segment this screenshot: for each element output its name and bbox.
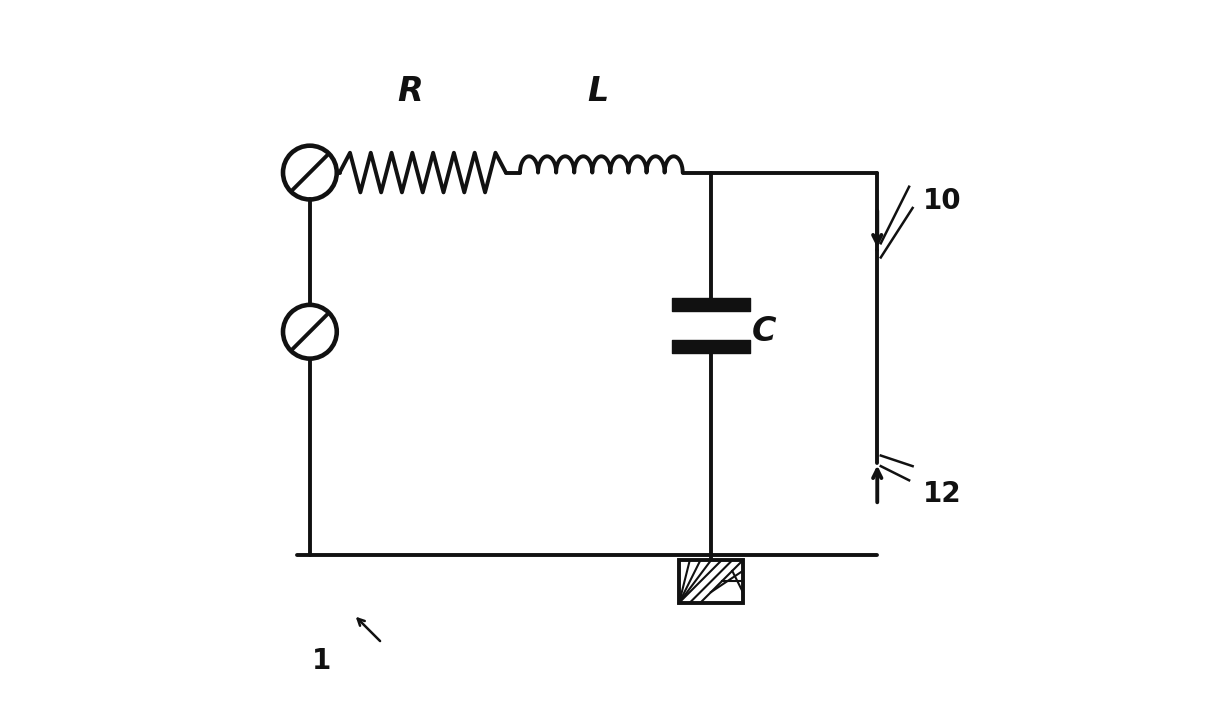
- Text: R: R: [398, 75, 423, 108]
- Text: C: C: [752, 315, 777, 348]
- Text: 1: 1: [313, 647, 331, 674]
- Bar: [680, 560, 742, 602]
- Text: L: L: [587, 75, 608, 108]
- Text: 10: 10: [923, 187, 961, 215]
- Text: 12: 12: [923, 481, 961, 508]
